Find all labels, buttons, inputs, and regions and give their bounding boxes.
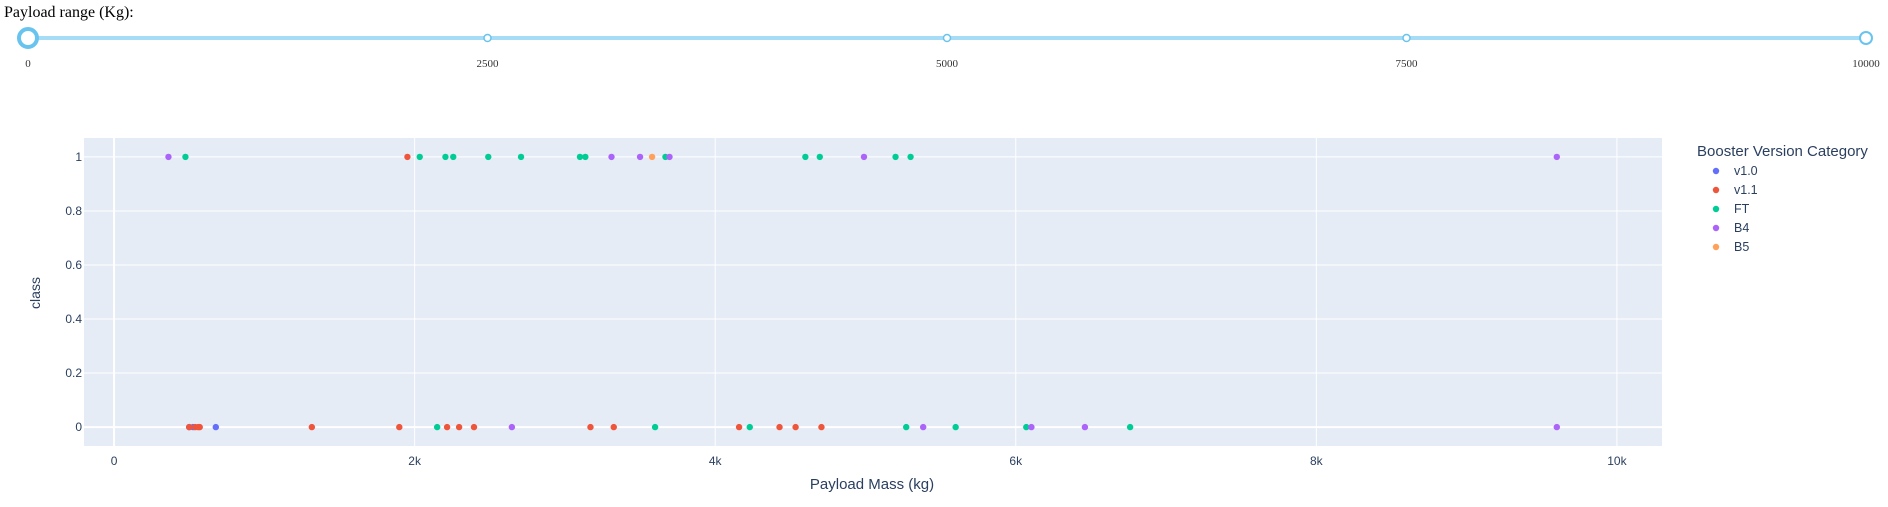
legend-label: B4 — [1734, 221, 1749, 235]
legend: v1.0 v1.1 FT B4 B5 — [1712, 164, 1758, 254]
data-point — [636, 153, 644, 161]
slider-mark-dot[interactable] — [942, 33, 952, 43]
data-point — [189, 423, 197, 431]
x-axis-title: Payload Mass (kg) — [810, 476, 934, 493]
y-axis-title: class — [27, 277, 43, 309]
legend-label: B5 — [1734, 240, 1749, 254]
y-tick-label: 0.6 — [65, 258, 82, 272]
data-point — [308, 423, 316, 431]
slider-mark-label: 7500 — [1396, 58, 1419, 70]
data-point — [1126, 423, 1134, 431]
data-point — [192, 423, 199, 431]
data-point — [860, 153, 868, 161]
data-point — [792, 423, 799, 431]
y-tick-label: 0.8 — [65, 204, 82, 218]
data-point — [776, 423, 783, 431]
legend-marker — [1712, 243, 1720, 251]
slider-mark-dot[interactable] — [1402, 33, 1411, 43]
data-point — [952, 423, 959, 431]
slider-mark-label: 10000 — [1852, 58, 1880, 70]
data-points — [165, 153, 1561, 431]
data-point — [903, 423, 910, 431]
data-point — [186, 423, 193, 431]
x-axis-ticks: 0 2k 4k 6k 8k 10k — [111, 454, 1628, 468]
data-point — [508, 423, 516, 431]
legend-label: v1.1 — [1734, 183, 1758, 197]
legend-marker — [1712, 205, 1720, 213]
x-tick-label: 2k — [408, 454, 422, 468]
data-point — [1023, 423, 1030, 431]
data-point — [816, 153, 823, 161]
slider-handle-max[interactable] — [1859, 31, 1873, 45]
data-point — [416, 153, 423, 161]
data-point — [919, 423, 927, 431]
data-point — [186, 423, 193, 431]
data-point — [165, 153, 172, 161]
data-point — [651, 423, 659, 431]
y-axis-ticks: 0 0.2 0.4 0.6 0.8 1 — [65, 150, 82, 434]
data-point — [1553, 153, 1561, 161]
y-tick-label: 0.2 — [65, 366, 82, 380]
y-tick-label: 0.4 — [65, 312, 82, 326]
data-point — [396, 423, 403, 431]
data-point — [802, 153, 809, 161]
data-point — [442, 153, 449, 161]
x-tick-label: 0 — [111, 454, 118, 468]
data-point — [610, 423, 617, 431]
data-point — [662, 153, 669, 161]
data-point — [587, 423, 594, 431]
slider-marks: 0 2500 5000 7500 10000 — [25, 33, 1880, 70]
data-point — [182, 153, 189, 161]
data-point — [195, 423, 202, 431]
data-point — [892, 153, 899, 161]
legend-marker — [1712, 167, 1720, 175]
x-tick-label: 6k — [1009, 454, 1023, 468]
data-point — [666, 153, 673, 161]
legend-title: Booster Version Category — [1697, 143, 1868, 160]
slider-mark-label: 5000 — [936, 58, 959, 70]
data-point — [443, 423, 451, 431]
x-tick-label: 10k — [1607, 454, 1627, 468]
x-tick-label: 4k — [709, 454, 723, 468]
legend-marker — [1712, 186, 1720, 194]
data-point — [485, 153, 492, 161]
data-point — [433, 423, 441, 431]
data-point — [576, 153, 584, 161]
data-point — [212, 423, 220, 431]
data-point — [455, 423, 463, 431]
data-point — [1553, 423, 1561, 431]
slider-mark-label: 2500 — [477, 58, 500, 70]
data-point — [608, 153, 615, 161]
plot-area — [84, 138, 1662, 446]
data-point — [196, 423, 203, 431]
data-point — [746, 423, 753, 431]
legend-marker — [1712, 224, 1720, 232]
data-point — [582, 153, 589, 161]
data-point — [1081, 423, 1089, 431]
legend-label: FT — [1734, 202, 1750, 216]
grid-lines — [84, 138, 1662, 446]
legend-label: v1.0 — [1734, 164, 1758, 178]
y-tick-label: 1 — [75, 150, 82, 164]
data-point — [648, 153, 656, 161]
data-point — [517, 153, 525, 161]
data-point — [818, 423, 825, 431]
slider-handle-min[interactable] — [17, 27, 39, 49]
data-point — [450, 153, 457, 161]
slider-mark-dot[interactable] — [483, 33, 492, 43]
x-tick-label: 8k — [1310, 454, 1324, 468]
y-tick-label: 0 — [75, 420, 82, 434]
data-point — [470, 423, 478, 431]
data-point — [907, 153, 914, 161]
payload-range-slider[interactable]: 0 2500 5000 7500 10000 — [0, 20, 1888, 100]
payload-range-label: Payload range (Kg): — [4, 4, 134, 21]
plot-background — [84, 138, 1662, 446]
data-point — [404, 153, 411, 161]
data-point — [1028, 423, 1035, 431]
slider-mark-label: 0 — [25, 58, 31, 70]
data-point — [735, 423, 743, 431]
